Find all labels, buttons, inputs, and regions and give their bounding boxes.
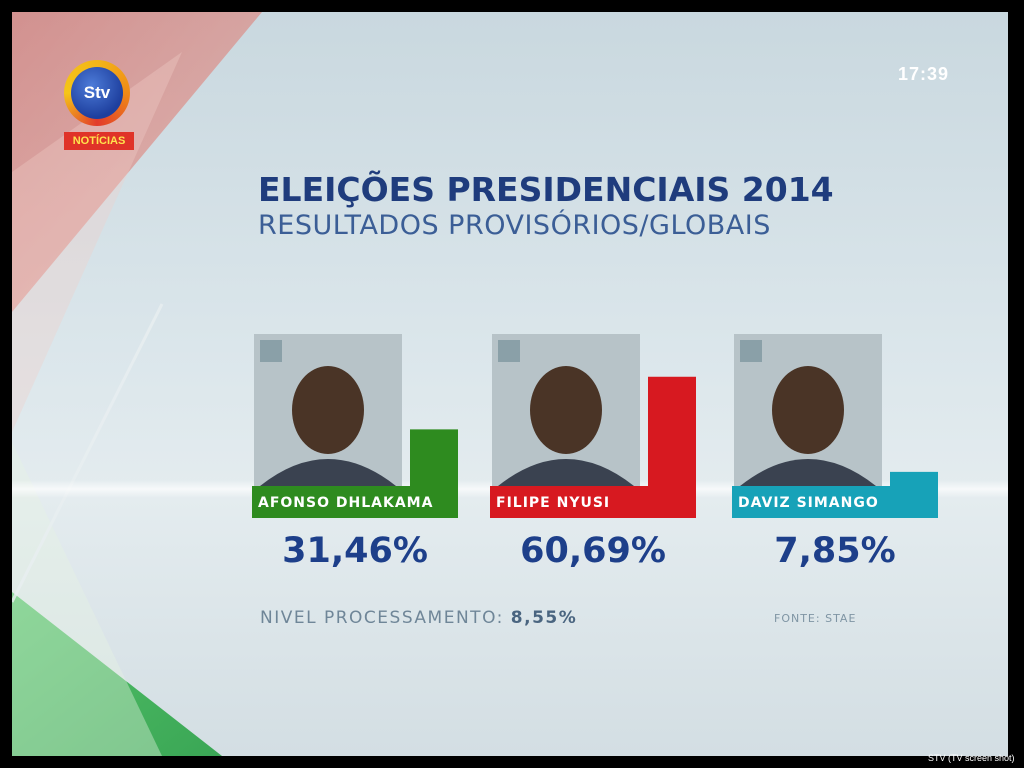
candidate-name: AFONSO DHLAKAMA — [258, 495, 433, 511]
stv-logo: Stv NOTÍCIAS — [58, 56, 140, 160]
candidate-name-bg — [490, 486, 696, 518]
vote-percentage: 7,85% — [774, 531, 895, 571]
vote-bar — [410, 429, 458, 486]
results-chart: AFONSO DHLAKAMA 31,46% FILIPE NYUSI 60,69% D… — [252, 334, 938, 571]
image-credit: STV (TV screen shot) — [928, 753, 1015, 763]
clock: 17:39 — [898, 64, 950, 84]
chart-subtitle: RESULTADOS PROVISÓRIOS/GLOBAIS — [258, 210, 771, 241]
party-symbol-icon — [260, 340, 282, 362]
candidate-name: FILIPE NYUSI — [496, 495, 610, 511]
vote-percentage: 60,69% — [520, 531, 666, 571]
processing-label: NIVEL PROCESSAMENTO: — [260, 608, 504, 628]
candidate-name-bg — [732, 486, 938, 518]
candidate-suit-icon — [260, 459, 396, 486]
candidate-suit-icon — [498, 459, 634, 486]
chart-title: ELEIÇÕES PRESIDENCIAIS 2014 — [258, 170, 834, 209]
vote-bar — [890, 471, 938, 486]
source-note: FONTE: STAE — [774, 612, 857, 625]
processing-value: 8,55% — [510, 608, 578, 628]
candidate-name-bg — [252, 486, 458, 518]
vote-bar — [648, 376, 696, 486]
logo-text: Stv — [71, 67, 123, 119]
vote-percentage: 31,46% — [282, 531, 428, 571]
tv-screen: Stv NOTÍCIAS 17:39 ELEIÇÕES PRESIDENCIAI… — [12, 12, 1008, 756]
party-symbol-icon — [498, 340, 520, 362]
party-symbol-icon — [740, 340, 762, 362]
candidate-face-icon — [530, 366, 602, 454]
logo-tag: NOTÍCIAS — [64, 132, 134, 150]
candidate-face-icon — [772, 366, 844, 454]
candidate-suit-icon — [740, 459, 876, 486]
processing-level: NIVEL PROCESSAMENTO: 8,55% — [260, 608, 577, 628]
candidate-face-icon — [292, 366, 364, 454]
candidate-name: DAVIZ SIMANGO — [738, 495, 879, 511]
